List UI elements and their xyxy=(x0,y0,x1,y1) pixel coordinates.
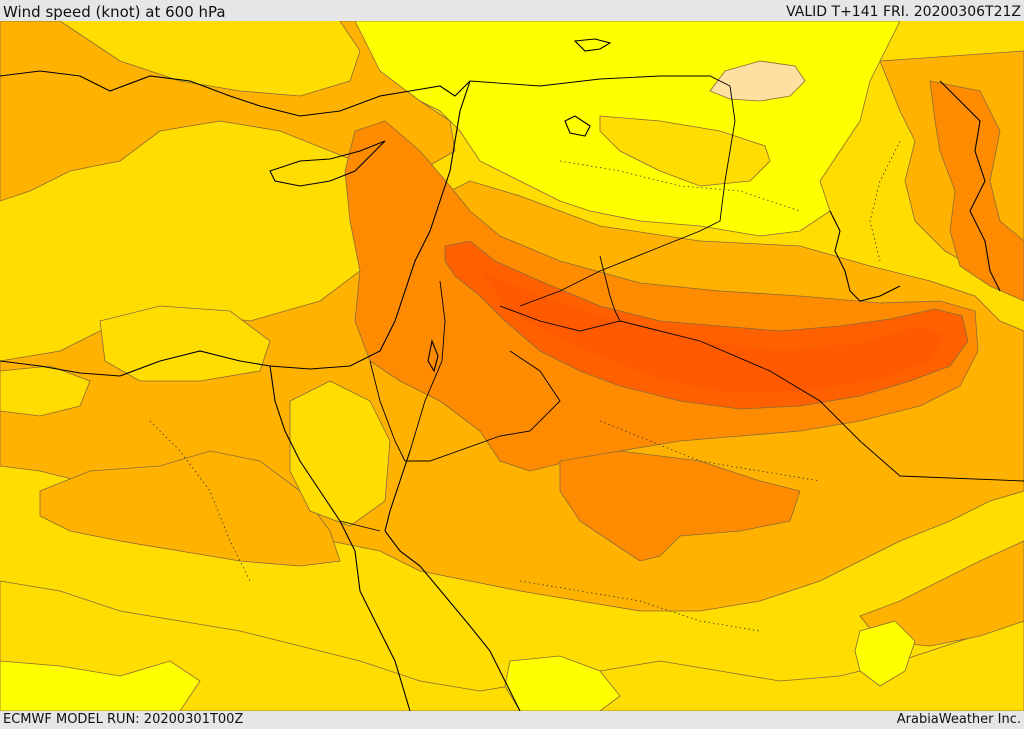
field-low-south-patch xyxy=(0,660,201,711)
border-iraq-iran xyxy=(699,85,736,232)
model-run: ECMWF MODEL RUN: 20200301T00Z xyxy=(3,712,244,727)
coastline-iran-west xyxy=(939,80,1001,292)
field-very-low-patch xyxy=(709,60,806,102)
border-syria-turkey xyxy=(469,75,731,87)
map-title: Wind speed (knot) at 600 hPa xyxy=(3,3,226,21)
coastline-red-sea-east xyxy=(384,530,521,711)
coastline-gulf-aqaba xyxy=(384,450,411,532)
border-egypt-sudan xyxy=(339,520,381,532)
coastline-gulf xyxy=(829,210,901,302)
coastline-turkey xyxy=(0,70,471,117)
internal-boundaries xyxy=(149,140,901,632)
valid-time: VALID T+141 FRI. 20200306T21Z xyxy=(786,4,1021,20)
border-jordan-iraq xyxy=(599,255,621,322)
header-bar: Wind speed (knot) at 600 hPa VALID T+141… xyxy=(0,0,1024,21)
admin-boundary-1 xyxy=(559,160,801,212)
footer-bar: ECMWF MODEL RUN: 20200301T00Z ArabiaWeat… xyxy=(0,711,1024,729)
lake-van xyxy=(573,38,612,52)
field-high-lobe-south xyxy=(559,450,801,562)
field-elevated-northwest xyxy=(0,21,456,202)
admin-boundary-3 xyxy=(519,580,761,632)
wind-speed-map[interactable] xyxy=(0,21,1024,711)
lake-urmia xyxy=(564,115,591,137)
field-low-southeast-patch xyxy=(854,620,916,687)
coastline-cyprus xyxy=(269,140,386,187)
field-moderate-patch-sinai xyxy=(289,380,391,527)
credit: ArabiaWeather Inc. xyxy=(896,712,1021,727)
field-moderate-patch-egypt xyxy=(99,305,271,382)
coastline-dead-sea xyxy=(427,339,439,373)
field-low-south-patch-east xyxy=(504,655,621,711)
border-jordan-west xyxy=(409,280,446,452)
border-saudi-jordan-south xyxy=(405,350,561,462)
admin-boundary-4 xyxy=(149,420,251,582)
border-jordan-saudi xyxy=(499,305,1024,482)
field-elevated-southwest-lobe xyxy=(39,450,341,567)
border-syria-iraq xyxy=(519,230,701,307)
border-israel-egypt xyxy=(369,360,406,462)
coastline-levant-egypt xyxy=(0,80,471,377)
borders xyxy=(339,75,1024,532)
field-very-high-inner xyxy=(480,271,945,393)
field-moderate-patch-west xyxy=(0,365,91,417)
field-high-east-edge xyxy=(929,80,1024,302)
